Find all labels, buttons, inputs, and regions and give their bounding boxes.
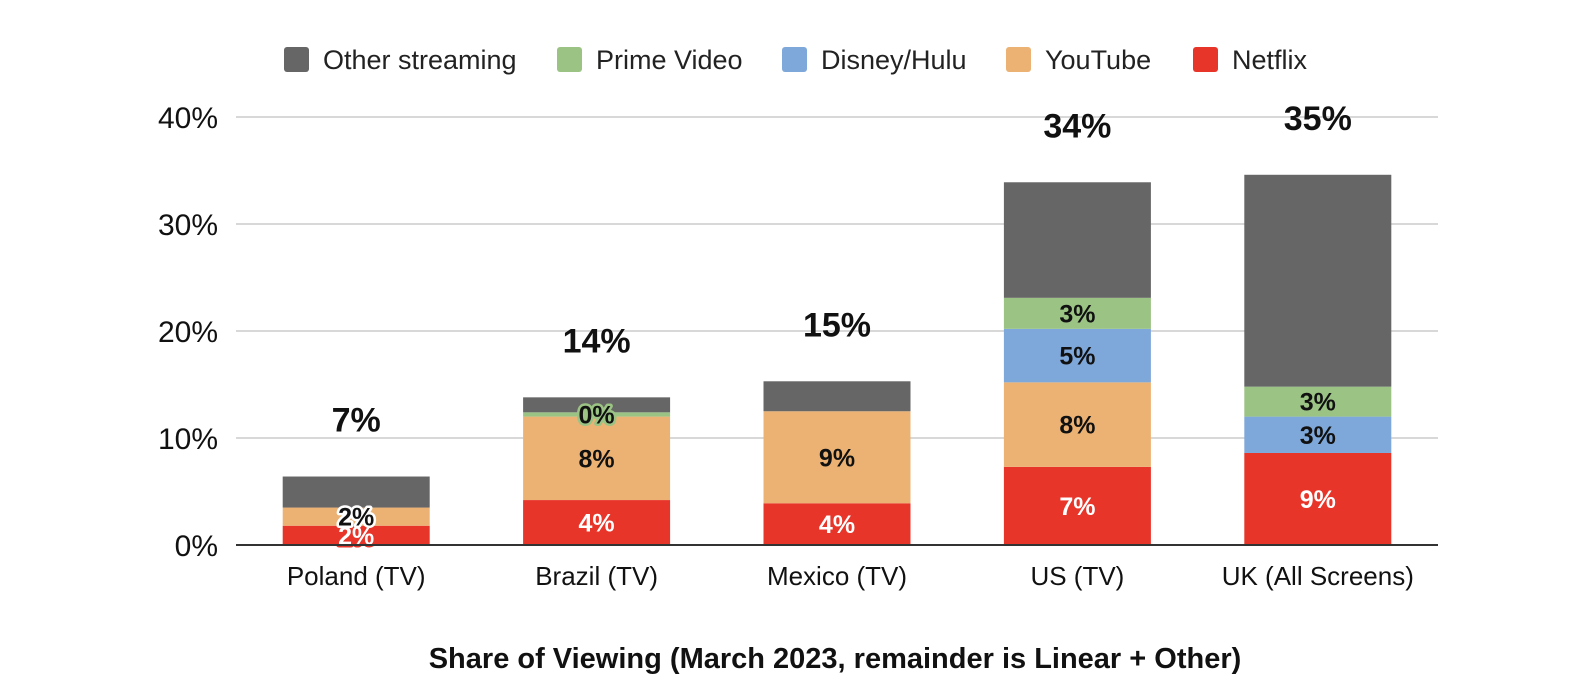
segment-value-label: 3% bbox=[1059, 300, 1095, 328]
bar-segment-other-streaming bbox=[1003, 182, 1151, 298]
bar-segment-prime-video bbox=[1244, 386, 1392, 417]
bar-total-label: 14% bbox=[563, 322, 631, 360]
segment-value-label: 5% bbox=[1059, 343, 1095, 371]
y-tick-label: 40% bbox=[158, 102, 218, 135]
bar-segment-disney-hulu bbox=[1003, 328, 1151, 383]
bar-segment-other-streaming bbox=[282, 476, 430, 508]
bar-labels: 2%2%7%4%8%0%14%4%9%15%7%8%5%3%34%9%3%3%3… bbox=[332, 100, 1352, 554]
legend-swatch bbox=[284, 47, 309, 72]
bar-total-label: 15% bbox=[803, 306, 871, 344]
bar-segment-netflix bbox=[523, 500, 671, 545]
bar-segment-other-streaming bbox=[1244, 174, 1392, 387]
x-tick-label: Mexico (TV) bbox=[767, 561, 907, 591]
bars bbox=[282, 174, 1392, 545]
legend-label: YouTube bbox=[1045, 45, 1151, 75]
segment-value-label: 3% bbox=[1300, 389, 1336, 417]
bar-total-label: 34% bbox=[1043, 107, 1111, 145]
bar-total-label: 35% bbox=[1284, 100, 1352, 138]
segment-value-label: 2% bbox=[338, 504, 374, 532]
legend-swatch bbox=[1193, 47, 1218, 72]
bar-segment-netflix bbox=[1003, 466, 1151, 545]
bar-segment-youtube bbox=[282, 507, 430, 526]
x-axis-title: Share of Viewing (March 2023, remainder … bbox=[429, 643, 1242, 675]
legend-swatch bbox=[1006, 47, 1031, 72]
y-tick-label: 20% bbox=[158, 316, 218, 349]
x-tick-label: Brazil (TV) bbox=[535, 561, 658, 591]
legend-label: Disney/Hulu bbox=[821, 45, 967, 75]
segment-value-label: 7% bbox=[1059, 493, 1095, 521]
bar-segment-netflix bbox=[1244, 452, 1392, 545]
legend-label: Netflix bbox=[1232, 45, 1308, 75]
segment-value-label: 0% bbox=[579, 401, 615, 429]
bar-segment-youtube bbox=[523, 416, 671, 501]
legend-swatch bbox=[782, 47, 807, 72]
segment-value-label: 4% bbox=[819, 511, 855, 539]
bar-segment-other-streaming bbox=[763, 381, 911, 412]
bar-segment-prime-video bbox=[523, 412, 671, 417]
segment-value-label: 8% bbox=[1059, 412, 1095, 440]
axes: 0% 10% 20% 30% 40% Poland (TV) Brazil (TV) Mexi… bbox=[158, 102, 1438, 591]
legend-label: Other streaming bbox=[323, 45, 517, 75]
segment-value-label: 9% bbox=[1300, 486, 1336, 514]
bar-total-label: 7% bbox=[332, 402, 381, 440]
segment-value-label: 8% bbox=[579, 445, 615, 473]
legend-swatch bbox=[557, 47, 582, 72]
bar-segment-netflix bbox=[282, 525, 430, 545]
y-tick-label: 0% bbox=[175, 530, 218, 563]
bar-segment-youtube bbox=[1003, 382, 1151, 467]
bar-segment-youtube bbox=[763, 411, 911, 504]
legend-label: Prime Video bbox=[596, 45, 743, 75]
y-tick-label: 10% bbox=[158, 423, 218, 456]
segment-value-label: 9% bbox=[819, 444, 855, 472]
bar-segment-prime-video bbox=[1003, 297, 1151, 329]
x-tick-label: UK (All Screens) bbox=[1222, 561, 1414, 591]
x-tick-label: Poland (TV) bbox=[287, 561, 426, 591]
bar-segment-other-streaming bbox=[523, 397, 671, 413]
bar-segment-disney-hulu bbox=[1244, 416, 1392, 453]
segment-value-label: 3% bbox=[1300, 422, 1336, 450]
legend: Other streaming Prime Video Disney/Hulu You… bbox=[284, 45, 1308, 75]
x-tick-label: US (TV) bbox=[1030, 561, 1124, 591]
bar-segment-netflix bbox=[763, 503, 911, 545]
segment-value-label: 4% bbox=[579, 510, 615, 538]
y-tick-label: 30% bbox=[158, 209, 218, 242]
